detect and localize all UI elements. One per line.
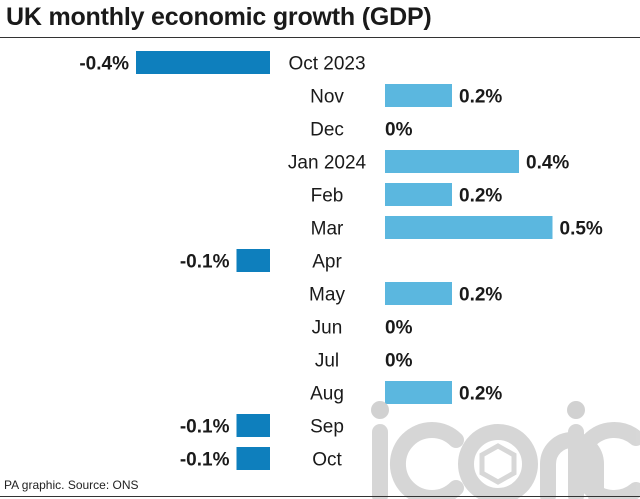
category-label: Dec <box>310 120 344 141</box>
value-label: 0% <box>385 120 413 141</box>
category-label: Oct <box>312 450 342 471</box>
bar <box>385 84 452 107</box>
top-rule <box>0 37 640 38</box>
bottom-rule <box>0 496 640 497</box>
value-label: 0.4% <box>526 153 569 174</box>
chart-title: UK monthly economic growth (GDP) <box>6 3 432 31</box>
bar <box>385 150 519 173</box>
bar <box>385 183 452 206</box>
bar <box>236 249 270 272</box>
bar <box>385 282 452 305</box>
category-label: Jun <box>312 318 343 339</box>
category-label: Oct 2023 <box>288 54 365 75</box>
value-label: 0% <box>385 318 413 339</box>
category-label: Nov <box>310 87 344 108</box>
bar <box>385 381 452 404</box>
category-label: Aug <box>310 384 344 405</box>
value-label: -0.4% <box>79 54 129 75</box>
category-label: Sep <box>310 417 344 438</box>
value-label: 0% <box>385 351 413 372</box>
bar <box>136 51 270 74</box>
category-label: Jul <box>315 351 339 372</box>
category-label: Mar <box>311 219 344 240</box>
bar <box>236 447 270 470</box>
value-label: -0.1% <box>180 417 230 438</box>
value-label: 0.2% <box>459 285 502 306</box>
bar <box>236 414 270 437</box>
source-footer: PA graphic. Source: ONS <box>4 478 139 492</box>
bar <box>385 216 553 239</box>
value-label: -0.1% <box>180 252 230 273</box>
value-label: 0.2% <box>459 186 502 207</box>
category-label: Jan 2024 <box>288 153 367 174</box>
category-label: Feb <box>311 186 344 207</box>
value-label: 0.2% <box>459 384 502 405</box>
category-label: May <box>309 285 345 306</box>
value-label: 0.2% <box>459 87 502 108</box>
value-label: 0.5% <box>560 219 603 240</box>
category-label: Apr <box>312 252 342 273</box>
value-label: -0.1% <box>180 450 230 471</box>
